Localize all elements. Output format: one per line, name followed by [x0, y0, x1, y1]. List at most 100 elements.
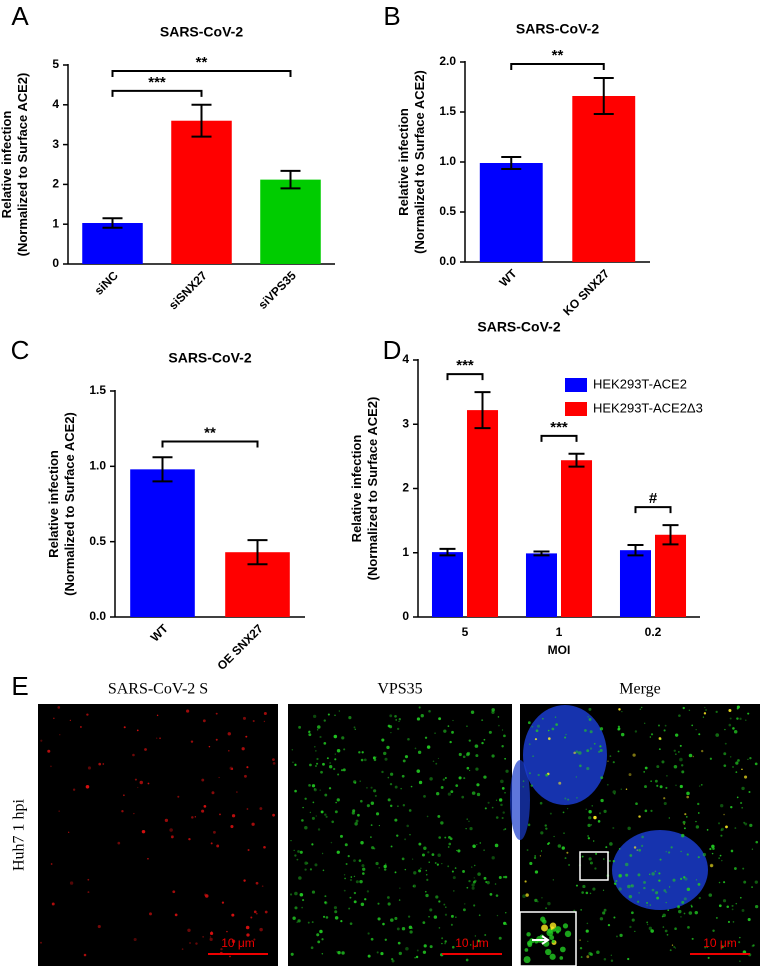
signal-dot — [412, 884, 416, 888]
signal-dot — [255, 881, 259, 885]
signal-dot — [428, 861, 430, 863]
signal-dot — [471, 883, 475, 887]
signal-dot — [320, 770, 323, 774]
signal-dot — [602, 911, 606, 915]
signal-dot — [394, 785, 398, 789]
signal-dot — [748, 790, 751, 794]
signal-dot — [228, 750, 230, 752]
bar — [171, 120, 232, 264]
signal-dot — [675, 784, 677, 787]
signal-dot — [552, 879, 554, 881]
signal-dot — [545, 907, 547, 910]
signal-dot — [579, 947, 583, 950]
signal-dot — [504, 791, 506, 794]
signal-dot — [344, 843, 348, 847]
significance-bracket — [540, 434, 578, 442]
signal-dot — [743, 821, 746, 824]
bar — [619, 550, 651, 617]
panel-letter: C — [11, 335, 30, 365]
signal-dot — [663, 729, 666, 732]
signal-dot — [644, 722, 646, 724]
signal-dot — [321, 852, 324, 855]
signal-dot — [720, 834, 723, 837]
signal-dot — [221, 901, 225, 904]
signal-dot — [481, 741, 484, 745]
signal-dot — [475, 767, 479, 771]
signal-dot — [374, 794, 377, 797]
signal-dot — [401, 774, 405, 778]
signal-dot — [464, 903, 466, 905]
panel-letter: D — [383, 335, 402, 365]
panel-letter: A — [11, 1, 29, 31]
signal-dot — [322, 869, 325, 872]
signal-dot — [209, 931, 214, 936]
signal-dot — [605, 846, 608, 849]
panel-letter: E — [11, 671, 28, 701]
signal-dot — [149, 912, 152, 916]
signal-dot — [341, 736, 345, 740]
signal-dot — [501, 787, 505, 790]
signal-dot — [564, 736, 567, 739]
signal-dot — [715, 733, 720, 737]
signal-dot — [292, 761, 294, 763]
signal-dot — [181, 948, 184, 950]
signal-dot — [361, 864, 365, 868]
signal-dot — [553, 835, 555, 838]
signal-dot — [310, 946, 314, 950]
x-tick-label: 1 — [556, 625, 563, 639]
signal-dot — [679, 757, 683, 762]
signal-dot — [301, 906, 303, 909]
signal-dot — [423, 795, 426, 798]
signal-dot — [562, 811, 565, 814]
signal-dot — [174, 913, 178, 917]
signal-dot — [425, 893, 429, 898]
signal-dot — [190, 740, 194, 743]
signal-dot — [474, 744, 479, 748]
signal-dot — [455, 784, 459, 787]
signal-dot — [450, 790, 454, 794]
signal-dot — [272, 813, 275, 817]
signal-dot — [651, 872, 655, 876]
signal-dot — [448, 835, 451, 839]
signal-dot — [709, 863, 714, 868]
y-tick-label: 0.5 — [89, 534, 106, 548]
signal-dot — [366, 787, 368, 789]
signal-dot — [627, 957, 630, 961]
signal-dot — [324, 813, 327, 816]
error-bar — [191, 103, 212, 138]
signal-dot — [311, 921, 314, 924]
signal-dot — [231, 814, 236, 818]
signal-dot — [304, 868, 307, 871]
signal-dot — [451, 730, 454, 734]
signal-dot — [308, 733, 312, 737]
signal-dot — [250, 916, 253, 919]
signal-dot — [319, 789, 321, 791]
signal-dot — [717, 822, 721, 825]
signal-dot — [426, 745, 431, 749]
signal-dot — [475, 754, 479, 758]
signal-dot — [378, 867, 380, 869]
signal-dot — [186, 709, 190, 713]
signal-dot — [547, 842, 550, 845]
signal-dot — [355, 880, 359, 884]
legend-label: HEK293T-ACE2 — [593, 376, 687, 391]
signal-dot — [137, 786, 139, 789]
nucleus — [612, 830, 708, 910]
signal-dot — [628, 894, 633, 899]
signal-dot — [473, 877, 475, 879]
signal-dot — [585, 929, 589, 933]
signal-dot — [425, 869, 428, 872]
error-bar — [501, 156, 522, 170]
signal-dot — [659, 785, 663, 789]
signal-dot — [744, 775, 748, 779]
signal-dot — [401, 857, 405, 861]
signal-dot — [442, 778, 445, 781]
signal-dot — [134, 778, 137, 781]
signal-dot — [468, 879, 471, 883]
signal-dot — [667, 851, 671, 854]
legend-swatch — [565, 402, 587, 416]
signal-dot — [259, 927, 263, 932]
signal-dot — [665, 786, 668, 789]
signal-dot — [375, 812, 380, 816]
